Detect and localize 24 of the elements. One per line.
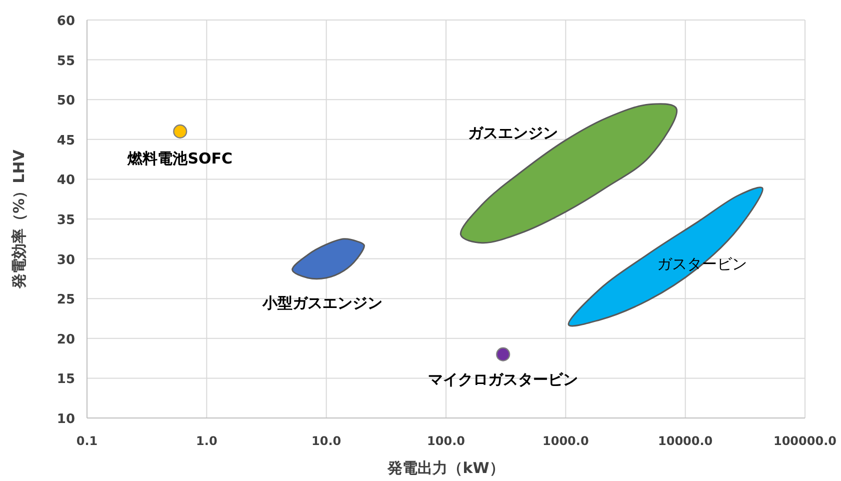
series-label: 燃料電池SOFC <box>126 149 233 168</box>
y-tick-label: 35 <box>56 213 75 228</box>
y-tick-label: 15 <box>56 372 75 388</box>
y-axis-title: 発電効率（%）LHV <box>10 149 28 290</box>
y-tick-label: 30 <box>56 252 75 268</box>
x-axis-title: 発電出力（kW） <box>386 459 504 477</box>
series-label: 小型ガスエンジン <box>262 294 383 312</box>
series-label: ガスエンジン <box>468 124 558 142</box>
y-tick-label: 40 <box>56 173 75 188</box>
x-tick-label: 10000.0 <box>658 434 713 448</box>
y-tick-label: 55 <box>56 54 75 69</box>
y-tick-label: 50 <box>56 94 75 109</box>
x-tick-label: 1.0 <box>196 434 218 448</box>
x-tick-label: 10.0 <box>312 434 342 448</box>
x-tick-label: 0.1 <box>76 434 98 448</box>
series-label: マイクロガスタービン <box>428 370 578 388</box>
y-tick-label: 25 <box>56 292 75 308</box>
y-tick-label: 45 <box>56 133 75 148</box>
y-tick-label: 20 <box>56 332 75 348</box>
x-tick-label: 1000.0 <box>542 434 589 448</box>
x-tick-label: 100.0 <box>427 434 465 448</box>
y-tick-label: 10 <box>56 412 75 427</box>
y-tick-label: 60 <box>56 14 75 29</box>
x-tick-label: 100000.0 <box>773 434 837 448</box>
